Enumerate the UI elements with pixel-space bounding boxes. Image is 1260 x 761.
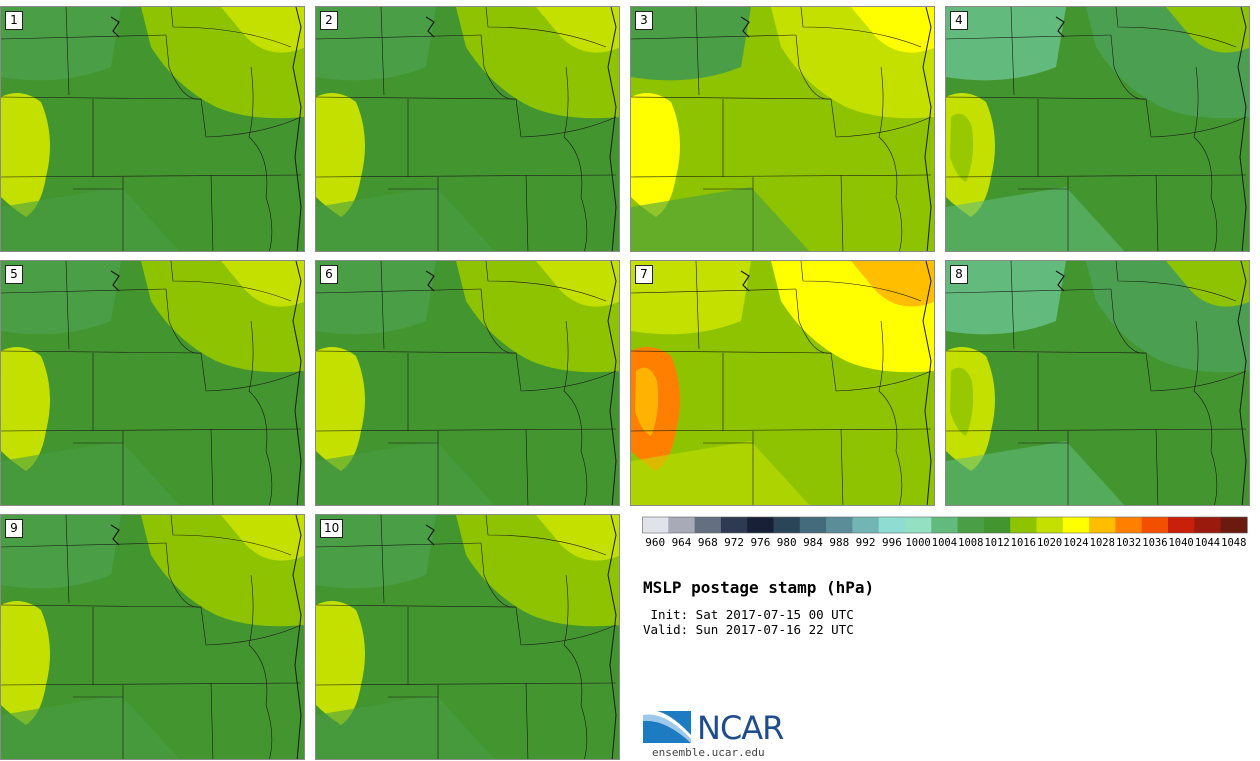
member-number: 5 — [5, 265, 23, 284]
ncar-logo: NCAR ensemble.ucar.edu — [643, 705, 793, 759]
colorbar-label: 960 — [645, 536, 665, 549]
colorbar-swatch — [1010, 517, 1037, 533]
ensemble-member-map: 9 — [0, 514, 305, 760]
colorbar-swatch — [694, 517, 722, 533]
colorbar-swatch — [852, 517, 880, 533]
colorbar-label: 1016 — [1011, 537, 1036, 549]
colorbar-frame — [642, 516, 1248, 534]
colorbar-swatch — [931, 517, 959, 533]
colorbar-label: 1036 — [1142, 537, 1167, 549]
colorbar-label: 1012 — [984, 537, 1009, 549]
colorbar-swatch — [668, 517, 696, 533]
colorbar-label: 988 — [829, 536, 849, 549]
colorbar-label: 1040 — [1168, 537, 1193, 549]
mslp-field — [631, 7, 934, 251]
colorbar-label: 1008 — [958, 537, 983, 549]
colorbar-label: 980 — [777, 536, 797, 549]
colorbar-swatch — [983, 517, 1011, 533]
colorbar-swatch — [878, 517, 906, 533]
ensemble-member-map: 4 — [945, 6, 1250, 252]
mslp-field — [316, 261, 619, 505]
colorbar-label: 1024 — [1063, 537, 1088, 549]
colorbar-swatch — [1089, 517, 1116, 533]
member-number: 1 — [5, 11, 23, 30]
ensemble-member-map: 6 — [315, 260, 620, 506]
colorbar-label: 1004 — [932, 537, 957, 549]
colorbar-label: 964 — [672, 536, 692, 549]
colorbar-label: 1000 — [905, 537, 930, 549]
colorbar-swatch — [1194, 517, 1222, 533]
member-number: 9 — [5, 519, 23, 538]
member-number: 2 — [320, 11, 338, 30]
colorbar-swatch — [1115, 517, 1143, 533]
ensemble-member-map: 2 — [315, 6, 620, 252]
state-borders — [316, 515, 617, 759]
member-number: 6 — [320, 265, 338, 284]
colorbar-swatch — [747, 517, 774, 533]
mslp-field — [1, 515, 304, 759]
state-borders — [316, 7, 617, 251]
colorbar-swatch — [1220, 517, 1248, 533]
member-number: 3 — [635, 11, 653, 30]
ensemble-member-map: 10 — [315, 514, 620, 760]
mslp-field — [1, 261, 304, 505]
colorbar-label: 976 — [750, 536, 770, 549]
colorbar-swatch — [957, 517, 985, 533]
ncar-logo-icon — [643, 710, 691, 743]
member-number: 7 — [635, 265, 653, 284]
state-borders — [631, 261, 932, 505]
colorbar-label: 968 — [698, 536, 718, 549]
state-borders — [946, 261, 1247, 505]
member-number: 4 — [950, 11, 968, 30]
colorbar-label: 1032 — [1116, 537, 1141, 549]
mslp-field — [946, 261, 1249, 505]
member-number: 10 — [320, 519, 344, 538]
colorbar-label: 1020 — [1037, 537, 1062, 549]
valid-time: Valid: Sun 2017-07-16 22 UTC — [643, 622, 854, 637]
colorbar-label: 1048 — [1221, 537, 1246, 549]
colorbar-swatch — [905, 517, 932, 533]
colorbar-swatch — [799, 517, 827, 533]
state-borders — [1, 7, 302, 251]
ensemble-member-map: 5 — [0, 260, 305, 506]
logo-url: ensemble.ucar.edu — [652, 746, 765, 759]
colorbar-swatch — [1036, 517, 1064, 533]
colorbar-label: 1044 — [1195, 537, 1220, 549]
ensemble-member-map: 8 — [945, 260, 1250, 506]
colorbar: 960 964 968 972 976 980 984 988 992 996 1000 1004 10… — [642, 516, 1248, 549]
ensemble-member-map: 1 — [0, 6, 305, 252]
colorbar-swatch — [1141, 517, 1169, 533]
colorbar-swatch — [1062, 517, 1090, 533]
mslp-field — [316, 515, 619, 759]
mslp-field — [1, 7, 304, 251]
colorbar-label: 972 — [724, 536, 744, 549]
mslp-field — [946, 7, 1249, 251]
mslp-field — [316, 7, 619, 251]
ensemble-member-map: 7 — [630, 260, 935, 506]
colorbar-label: 992 — [856, 536, 876, 549]
colorbar-swatch — [720, 517, 748, 533]
logo-text: NCAR — [697, 709, 784, 747]
mslp-field — [631, 261, 934, 505]
colorbar-swatch — [826, 517, 853, 533]
colorbar-swatch — [1168, 517, 1195, 533]
chart-title: MSLP postage stamp (hPa) — [643, 578, 875, 597]
colorbar-label: 996 — [882, 536, 902, 549]
state-borders — [316, 261, 617, 505]
init-time: Init: Sat 2017-07-15 00 UTC — [643, 607, 854, 622]
colorbar-label: 1028 — [1090, 537, 1115, 549]
colorbar-swatch — [642, 517, 669, 533]
state-borders — [1, 261, 302, 505]
state-borders — [631, 7, 932, 251]
state-borders — [946, 7, 1247, 251]
member-number: 8 — [950, 265, 968, 284]
ensemble-member-map: 3 — [630, 6, 935, 252]
state-borders — [1, 515, 302, 759]
colorbar-label: 984 — [803, 536, 823, 549]
colorbar-swatch — [773, 517, 801, 533]
